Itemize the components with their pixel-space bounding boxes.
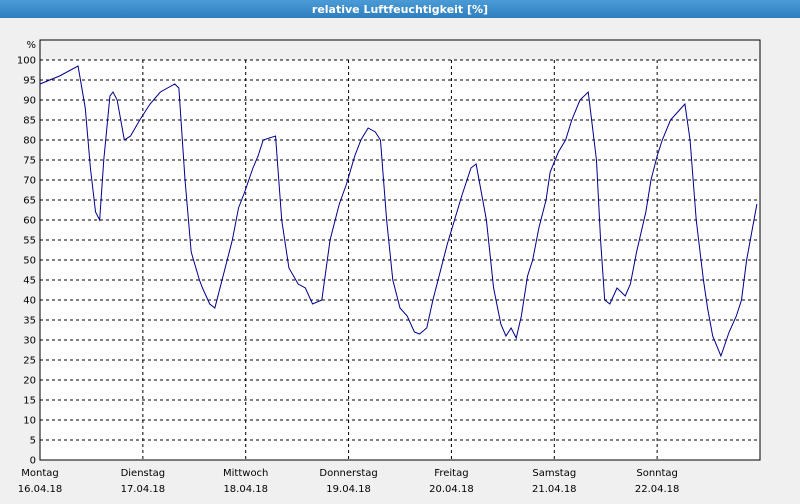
y-tick-label: 45 <box>23 276 36 287</box>
y-tick-label: 85 <box>23 116 36 127</box>
y-tick-label: 50 <box>23 256 36 267</box>
x-tick-label: Sonntag <box>636 468 678 479</box>
y-tick-label: 10 <box>23 416 36 427</box>
x-tick-date: 18.04.18 <box>223 484 268 495</box>
x-tick-date: 19.04.18 <box>326 484 371 495</box>
x-tick-label: Samstag <box>532 468 576 479</box>
x-tick-date: 21.04.18 <box>532 484 577 495</box>
y-tick-label: 5 <box>30 436 36 447</box>
y-tick-label: 15 <box>23 396 36 407</box>
title-bar <box>0 0 800 18</box>
chart-title: relative Luftfeuchtigkeit [%] <box>312 3 488 16</box>
y-tick-label: 70 <box>23 176 36 187</box>
y-tick-label: 0 <box>30 456 36 467</box>
x-tick-label: Freitag <box>434 468 468 479</box>
data-line <box>39 65 758 358</box>
x-tick-date: 20.04.18 <box>429 484 474 495</box>
y-axis-label: % <box>26 40 36 51</box>
y-tick-label: 80 <box>23 136 36 147</box>
x-tick-label: Dienstag <box>121 468 166 479</box>
y-tick-label: 95 <box>23 76 36 87</box>
x-tick-label: Donnerstag <box>319 468 377 479</box>
x-tick-label: Montag <box>21 468 58 479</box>
y-tick-label: 25 <box>23 356 36 367</box>
y-tick-label: 60 <box>23 216 36 227</box>
y-tick-label: 20 <box>23 376 36 387</box>
y-tick-label: 55 <box>23 236 36 247</box>
y-tick-label: 30 <box>23 336 36 347</box>
y-tick-label: 90 <box>23 96 36 107</box>
x-tick-date: 22.04.18 <box>635 484 680 495</box>
y-tick-label: 100 <box>17 56 36 67</box>
y-tick-label: 35 <box>23 316 36 327</box>
plot-border <box>39 39 761 461</box>
x-tick-date: 17.04.18 <box>121 484 166 495</box>
y-tick-label: 40 <box>23 296 36 307</box>
x-tick-date: 16.04.18 <box>18 484 63 495</box>
x-tick-label: Mittwoch <box>223 468 268 479</box>
y-tick-label: 75 <box>23 156 36 167</box>
y-tick-label: 65 <box>23 196 36 207</box>
